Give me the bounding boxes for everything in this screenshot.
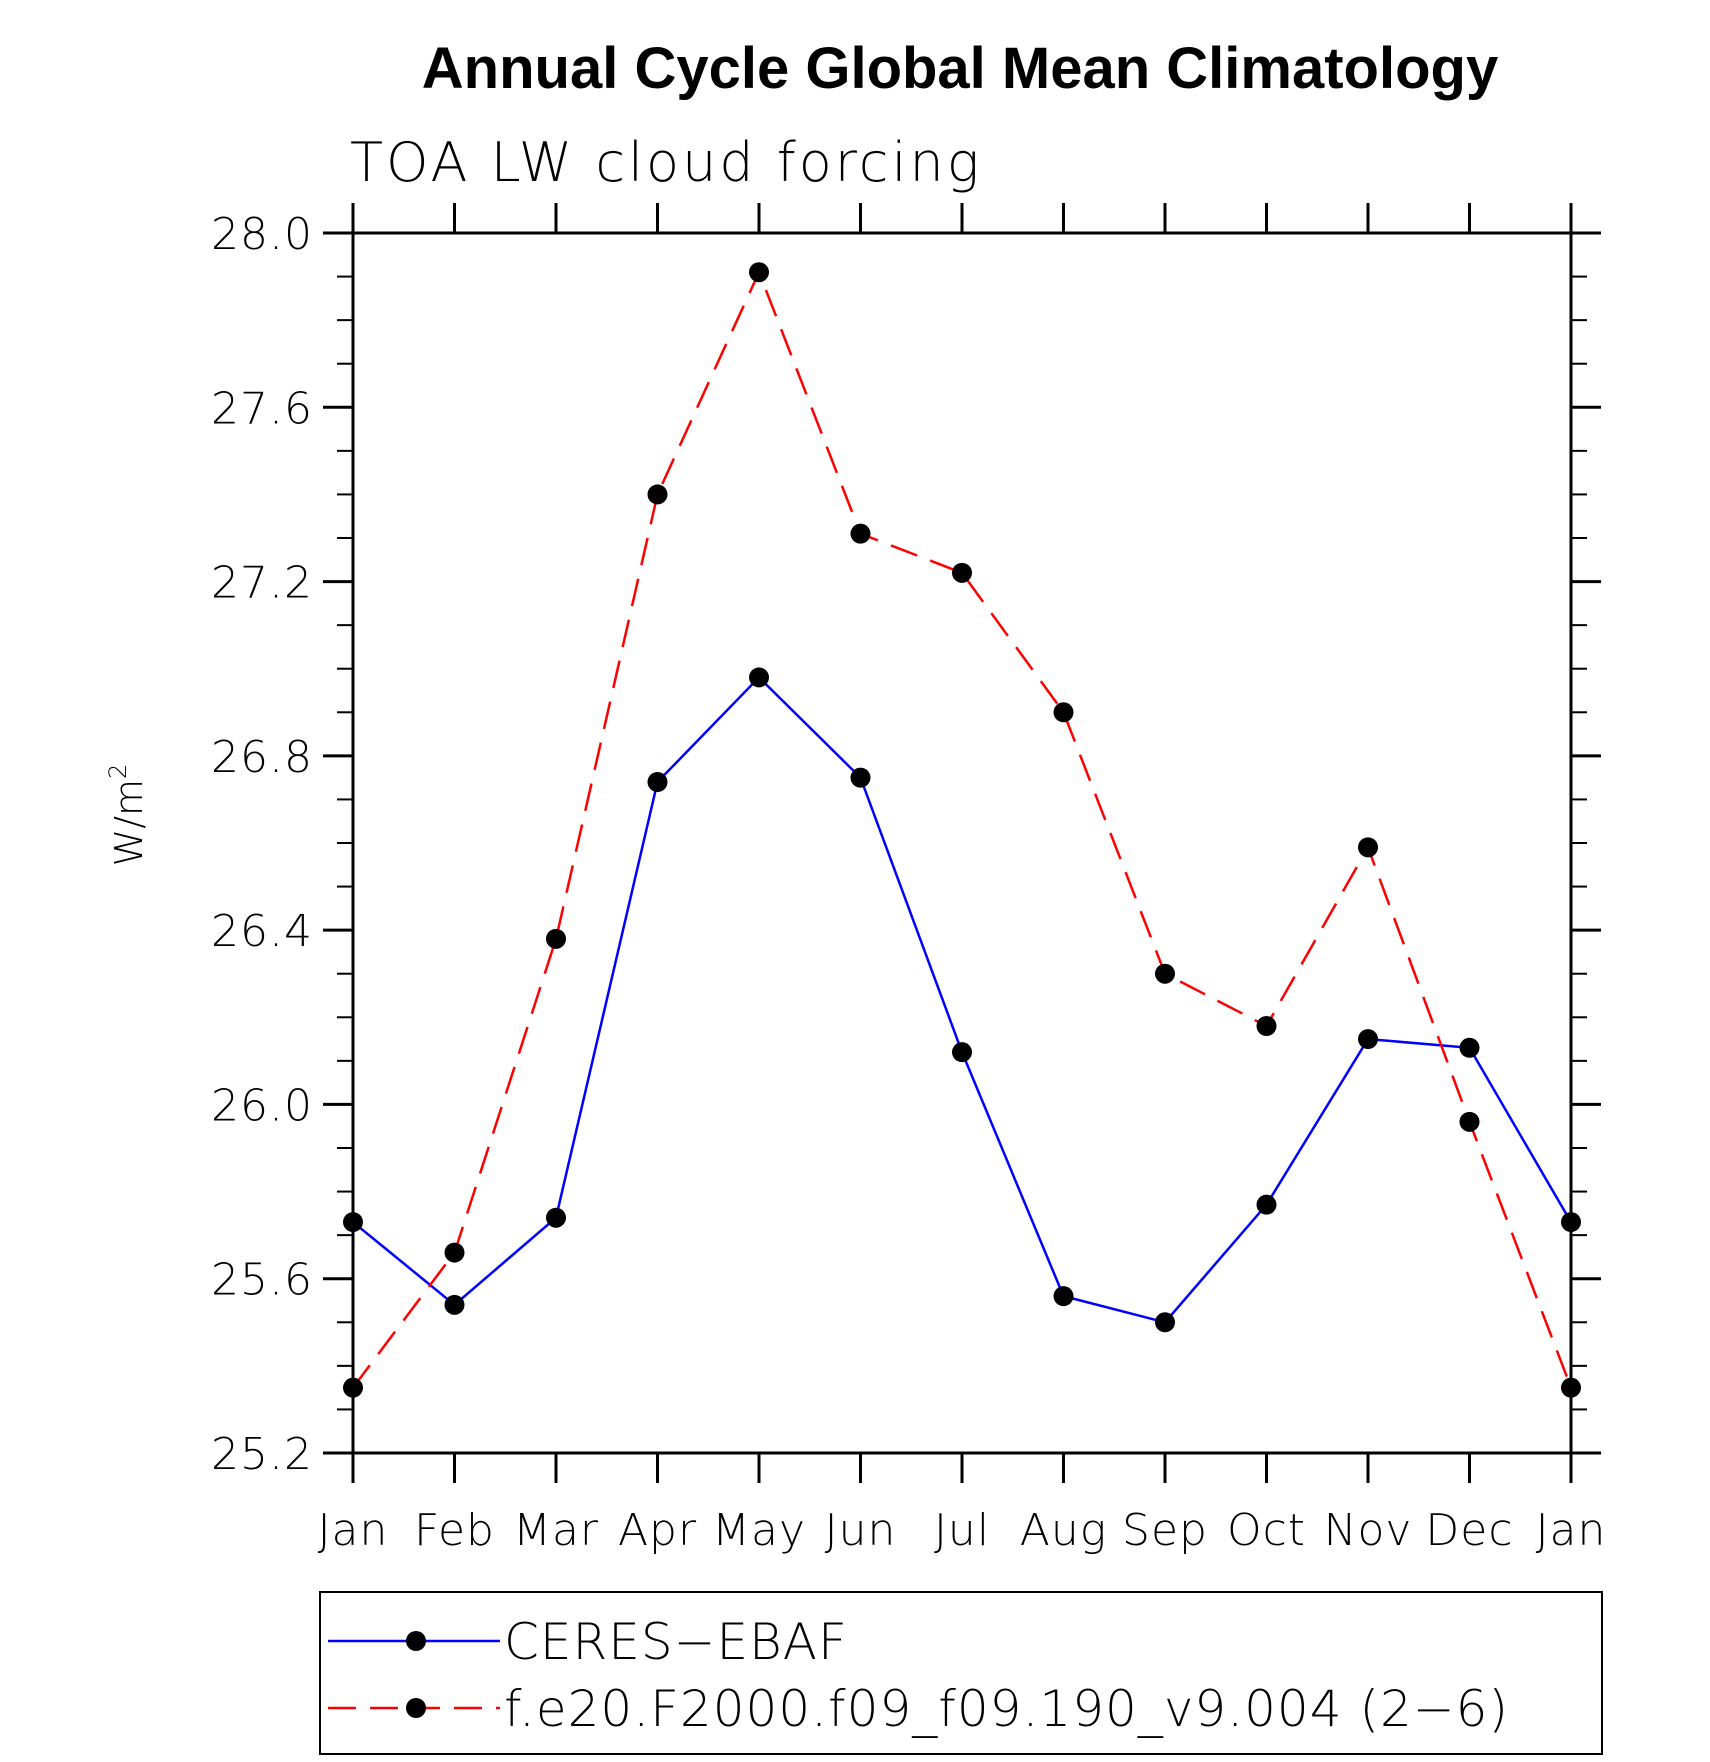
- plot-frame: [351, 231, 1573, 1455]
- y-tick-label: 28.0: [211, 209, 313, 260]
- legend-label-0: CERES−EBAF: [504, 1613, 848, 1671]
- y-axis-label-superscript: 2: [104, 764, 132, 779]
- series-lines: [352, 269, 1573, 1389]
- x-tick-label: Mar: [513, 1505, 599, 1556]
- x-tick-label: Aug: [1020, 1505, 1107, 1556]
- svg-text:W/m2: W/m2: [104, 764, 151, 867]
- data-point: [1053, 1286, 1074, 1307]
- data-point: [647, 772, 668, 792]
- data-point: [546, 928, 566, 949]
- axis-ticks: [323, 203, 1601, 1483]
- x-tick-label: Jan: [1536, 1505, 1607, 1556]
- data-point: [850, 523, 871, 544]
- data-point: [1459, 1111, 1480, 1132]
- data-point: [1358, 1029, 1378, 1050]
- data-point: [952, 1042, 972, 1063]
- series-markers: [343, 262, 1581, 1398]
- data-point: [749, 262, 769, 283]
- x-tick-label: Jan: [318, 1505, 389, 1556]
- legend-marker: [406, 1698, 426, 1718]
- x-tick-label: Nov: [1324, 1505, 1413, 1556]
- x-tick-label: Sep: [1122, 1505, 1208, 1556]
- x-tick-label: Jun: [825, 1505, 897, 1556]
- data-point: [1256, 1194, 1277, 1215]
- x-tick-label: May: [712, 1505, 806, 1556]
- y-tick-label: 25.6: [211, 1255, 313, 1306]
- legend: CERES−EBAF f.e20.F2000.f09_f09.190_v9.004…: [319, 1591, 1603, 1755]
- data-point: [749, 667, 769, 688]
- legend-label-1: f.e20.F2000.f09_f09.190_v9.004 (2−6): [504, 1680, 1509, 1738]
- data-point: [1155, 963, 1175, 984]
- legend-marker: [406, 1631, 426, 1651]
- x-tick-label: Oct: [1227, 1505, 1306, 1556]
- data-point: [546, 1207, 566, 1228]
- x-tick-label: Feb: [414, 1505, 495, 1556]
- y-tick-label: 26.4: [211, 906, 313, 957]
- data-point: [444, 1294, 465, 1315]
- data-point: [1155, 1312, 1175, 1333]
- data-point: [850, 767, 871, 788]
- x-tick-label: Jul: [934, 1505, 990, 1556]
- series-line-1: [352, 269, 1573, 1389]
- y-tick-label: 27.2: [211, 558, 313, 609]
- data-point: [952, 562, 972, 583]
- y-axis-label-group: W/m2: [104, 764, 151, 867]
- y-tick-label: 27.6: [211, 383, 313, 434]
- y-tick-label: 26.0: [211, 1080, 313, 1131]
- chart-title: Annual Cycle Global Mean Climatology: [422, 36, 1498, 101]
- data-point: [647, 484, 668, 505]
- data-point: [1459, 1037, 1480, 1058]
- y-axis-label: W/m: [107, 779, 151, 866]
- y-tick-label: 25.2: [211, 1429, 313, 1480]
- y-tick-label: 26.8: [211, 732, 313, 783]
- chart-subtitle: TOA LW cloud forcing: [350, 131, 982, 194]
- legend-box: [319, 1591, 1603, 1755]
- data-point: [1053, 702, 1074, 723]
- data-point: [1256, 1016, 1277, 1036]
- data-point: [1358, 837, 1378, 858]
- x-tick-label: Dec: [1425, 1505, 1513, 1556]
- data-point: [444, 1242, 465, 1263]
- x-tick-label: Apr: [618, 1505, 697, 1556]
- axis-tick-labels: Jan Feb Mar Apr May Jun Jul Aug Sep Oct Nov Dec Jan2…: [211, 209, 1607, 1556]
